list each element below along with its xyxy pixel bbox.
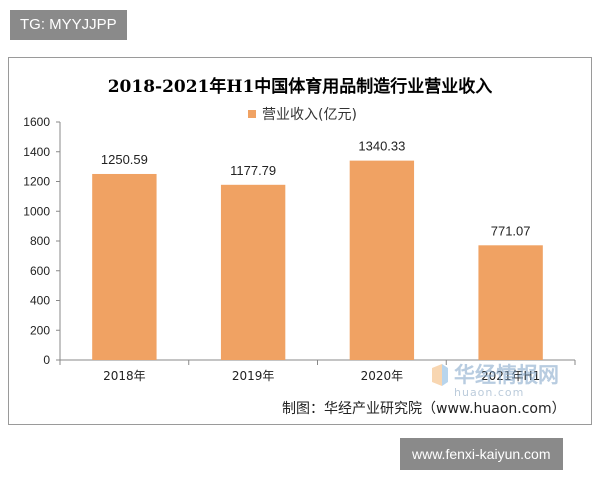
bar xyxy=(478,245,543,360)
bar-data-label: 771.07 xyxy=(491,223,531,238)
y-tick-label: 0 xyxy=(43,353,50,367)
y-tick-label: 1000 xyxy=(23,204,50,218)
watermark-tag-bottom-right: www.fenxi-kaiyun.com xyxy=(400,438,563,470)
bar-data-label: 1340.33 xyxy=(358,139,405,154)
watermark-cn-text: 华经情报网 xyxy=(454,363,559,387)
y-tick-label: 600 xyxy=(30,264,50,278)
huaon-logo-icon xyxy=(432,364,448,386)
x-tick-label: 2018年 xyxy=(103,369,146,383)
x-tick-label: 2021年H1 xyxy=(481,369,540,383)
bar xyxy=(92,173,157,360)
y-tick-label: 1400 xyxy=(23,145,50,159)
watermark-en-text: huaon.com xyxy=(454,386,525,399)
watermark-tag-top-left: TG: MYYJJPP xyxy=(10,10,127,40)
legend-label: 营业收入(亿元) xyxy=(262,107,357,123)
y-tick-label: 400 xyxy=(30,294,50,308)
watermark-huaon: 华经情报网 xyxy=(430,362,559,388)
y-tick-label: 1200 xyxy=(23,175,50,189)
y-tick-label: 800 xyxy=(30,234,50,248)
x-tick-label: 2019年 xyxy=(232,369,275,383)
bar-data-label: 1177.79 xyxy=(230,163,276,178)
legend-swatch xyxy=(248,110,256,118)
y-tick-label: 200 xyxy=(30,323,50,337)
y-tick-label: 1600 xyxy=(23,115,50,129)
chart-title: 2018-2021年H1中国体育用品制造行业营业收入 xyxy=(107,77,493,97)
bar-data-label: 1250.59 xyxy=(101,152,148,167)
x-tick-label: 2020年 xyxy=(361,369,404,383)
bar xyxy=(349,160,415,360)
source-note: 制图：华经产业研究院（www.huaon.com） xyxy=(282,401,566,417)
chart-legend: 营业收入(亿元) xyxy=(248,104,357,124)
bar xyxy=(220,184,286,360)
